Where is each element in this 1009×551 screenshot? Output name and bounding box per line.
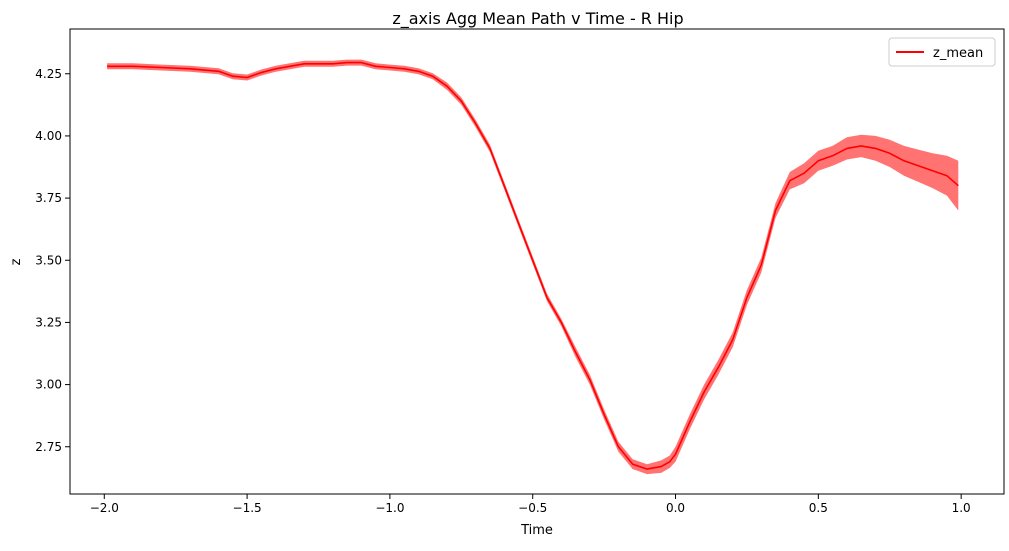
legend-label-z-mean: z_mean — [933, 46, 983, 61]
x-tick-label: 0.5 — [809, 501, 828, 515]
x-tick-label: −0.5 — [518, 501, 547, 515]
chart-title: z_axis Agg Mean Path v Time - R Hip — [392, 9, 683, 29]
legend-box — [888, 37, 996, 67]
y-tick-label: 4.25 — [35, 67, 62, 81]
x-tick-label: −1.5 — [233, 501, 262, 515]
x-tick-label: −2.0 — [90, 501, 119, 515]
x-tick-label: 0.0 — [666, 501, 685, 515]
y-tick-label: 3.75 — [35, 191, 62, 205]
plot-frame — [69, 28, 1005, 495]
x-tick-label: −1.0 — [375, 501, 404, 515]
y-tick-label: 4.00 — [35, 129, 62, 143]
y-tick-label: 3.00 — [35, 378, 62, 392]
x-axis-label: Time — [520, 523, 553, 538]
x-tick-label: 1.0 — [952, 501, 971, 515]
x-axis: −2.0 −1.5 −1.0 −0.5 0.0 0.5 1.0 — [90, 494, 971, 515]
y-tick-label: 3.25 — [35, 315, 62, 329]
confidence-band-z-mean — [107, 59, 959, 475]
y-tick-label: 2.75 — [35, 440, 62, 454]
y-axis: 2.75 3.00 3.25 3.50 3.75 4.00 4.25 — [35, 67, 70, 454]
y-tick-label: 3.50 — [35, 253, 62, 267]
y-axis-label: z — [9, 258, 24, 265]
plot-area — [107, 59, 959, 475]
legend: z_mean — [888, 37, 996, 67]
series-line-z-mean — [107, 61, 959, 470]
